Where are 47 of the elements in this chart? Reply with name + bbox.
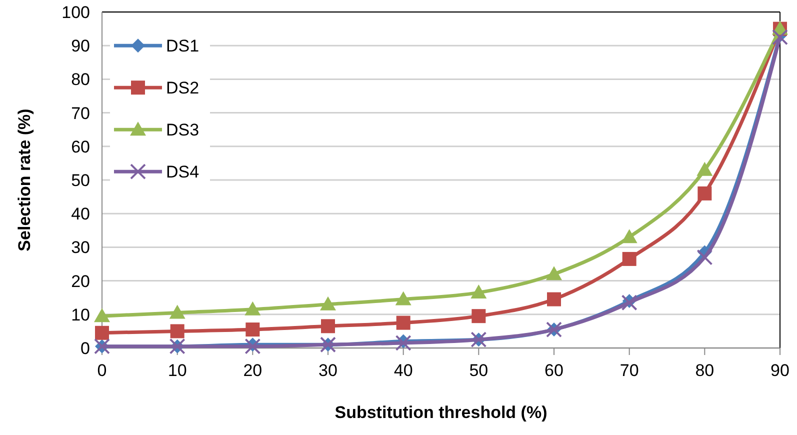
point [321, 319, 335, 334]
point [246, 322, 260, 337]
y-axis-title: Selection rate (%) [15, 108, 34, 252]
y-tick-label: 60 [71, 137, 90, 156]
legend-label: DS1 [166, 36, 200, 56]
point [169, 304, 186, 319]
x-tick-label: 50 [469, 361, 488, 380]
point [696, 249, 713, 266]
y-tick-label: 0 [80, 339, 90, 358]
point [698, 186, 712, 200]
x-tick-label: 90 [770, 361, 790, 380]
x-tick-label: 20 [243, 361, 262, 380]
x-tick-label: 80 [695, 361, 714, 380]
point [396, 316, 410, 330]
x-tick-label: 30 [318, 361, 338, 380]
point [470, 284, 487, 299]
y-tick-label: 70 [71, 104, 90, 123]
point [547, 292, 561, 306]
y-tick-label: 20 [71, 272, 90, 291]
point [546, 266, 562, 280]
x-tick-label: 70 [620, 361, 639, 380]
point [244, 301, 261, 316]
y-tick-label: 30 [71, 238, 90, 258]
legend-label: DS3 [166, 120, 200, 140]
legend-label: DS4 [166, 162, 200, 182]
x-axis-title: Substitution threshold (%) [334, 403, 548, 422]
y-tick-label: 90 [71, 36, 90, 56]
x-tick-label: 60 [544, 361, 564, 380]
x-tick-label: 40 [394, 361, 413, 380]
point [395, 291, 412, 306]
y-tick-label: 80 [71, 70, 90, 90]
point [94, 308, 110, 322]
point [622, 252, 636, 266]
point [320, 296, 336, 310]
y-tick-label: 100 [62, 3, 90, 22]
point [696, 162, 713, 176]
y-tick-label: 50 [71, 171, 90, 190]
point [621, 229, 638, 244]
point [95, 326, 109, 340]
point [472, 309, 486, 324]
x-tick-label: 10 [168, 361, 187, 380]
legend-label: DS2 [166, 78, 200, 98]
y-tick-label: 10 [71, 305, 90, 324]
point [170, 324, 184, 338]
x-tick-label: 0 [97, 361, 107, 380]
point [621, 294, 638, 311]
y-tick-label: 40 [71, 204, 90, 224]
